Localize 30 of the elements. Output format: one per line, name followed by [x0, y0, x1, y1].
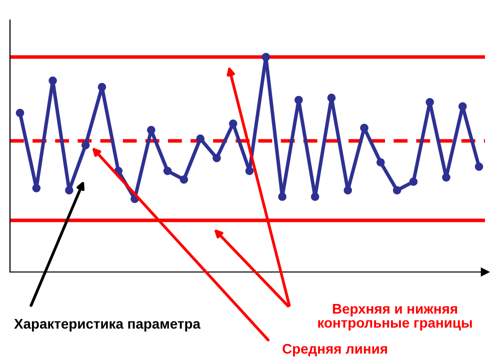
- point: [278, 192, 286, 201]
- point: [458, 102, 467, 111]
- point: [310, 192, 320, 201]
- point: [65, 186, 74, 194]
- text: Средняя линия: [282, 344, 387, 356]
- point: [344, 186, 352, 194]
- point: [48, 76, 57, 85]
- point: [98, 82, 106, 92]
- point: [212, 154, 221, 162]
- point: [146, 126, 156, 134]
- point: [196, 134, 204, 143]
- point: [442, 173, 450, 182]
- point: [81, 140, 90, 150]
- text: Характеристика параметра: [14, 319, 201, 332]
- point: [262, 52, 270, 62]
- point: [294, 96, 303, 104]
- point: [409, 178, 418, 186]
- point: [163, 166, 172, 176]
- point: [327, 94, 336, 102]
- point: [474, 162, 484, 171]
- point: [16, 108, 24, 118]
- text: Верхняя и нижняя контрольные границы: [318, 304, 472, 330]
- point: [426, 98, 434, 106]
- point: [360, 124, 368, 132]
- point: [245, 166, 254, 176]
- point: [376, 158, 385, 167]
- point: [392, 186, 402, 194]
- point: [32, 184, 41, 192]
- point: [228, 119, 238, 128]
- point: [180, 175, 188, 184]
